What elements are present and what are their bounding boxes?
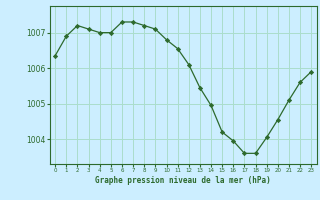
X-axis label: Graphe pression niveau de la mer (hPa): Graphe pression niveau de la mer (hPa): [95, 176, 271, 185]
